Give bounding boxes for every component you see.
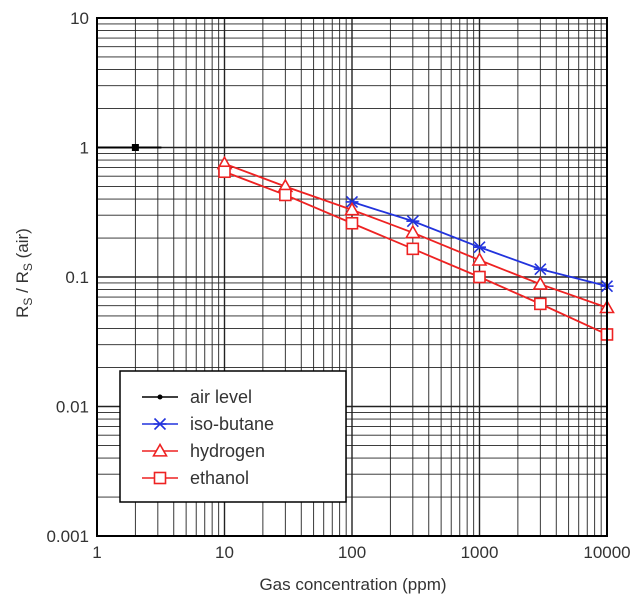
legend-label-air-level: air level [190, 387, 252, 407]
data-point-ethanol [345, 216, 359, 230]
y-axis-label-subscript: S [21, 263, 35, 271]
legend-item-hydrogen: hydrogen [142, 441, 265, 461]
x-tick-label: 1000 [461, 543, 499, 562]
series-air-level [97, 144, 162, 151]
legend-marker-iso-butane [153, 417, 167, 431]
data-point-air-level [131, 144, 139, 151]
data-point-iso-butane [406, 215, 420, 228]
legend-label-ethanol: ethanol [190, 468, 249, 488]
y-axis-label: RS / RS (air) [13, 228, 35, 318]
data-point-iso-butane [533, 263, 547, 276]
data-point-ethanol [473, 270, 486, 284]
legend-marker-hydrogen [152, 442, 168, 457]
series-hydrogen [216, 155, 615, 314]
series-layer [97, 144, 615, 341]
data-point-ethanol [218, 165, 231, 179]
legend-item-iso-butane: iso-butane [142, 414, 274, 434]
legend: air level iso-butane hydrogen ethanol [119, 370, 347, 503]
data-point-hydrogen [344, 201, 360, 216]
legend-marker-air-level [157, 394, 163, 400]
data-point-ethanol [279, 188, 292, 202]
y-axis-label-part: / R [13, 271, 32, 297]
x-tick-label: 1 [92, 543, 101, 562]
data-point-iso-butane [473, 241, 486, 254]
plot-frame [96, 17, 608, 537]
data-point-ethanol [534, 297, 547, 311]
y-axis-label-part: R [13, 306, 32, 318]
data-point-hydrogen [404, 224, 421, 239]
x-tick-label: 10000 [583, 543, 630, 562]
y-tick-label: 0.01 [56, 398, 89, 417]
legend-items: air level iso-butane hydrogen ethanol [142, 387, 274, 488]
y-tick-label: 10 [70, 9, 89, 28]
tick-labels: 1 10 100 1000 10000 0.001 0.01 0.1 1 10 [46, 9, 630, 562]
y-axis-label-subscript: S [21, 298, 35, 306]
y-axis-label-part: (air) [13, 228, 32, 263]
x-axis-label: Gas concentration (ppm) [259, 575, 446, 594]
y-tick-label: 1 [80, 139, 89, 158]
legend-item-ethanol: ethanol [142, 468, 249, 488]
legend-label-hydrogen: hydrogen [190, 441, 265, 461]
legend-label-iso-butane: iso-butane [190, 414, 274, 434]
x-tick-label: 100 [338, 543, 366, 562]
legend-item-air-level: air level [142, 387, 252, 407]
data-point-hydrogen [471, 252, 488, 266]
legend-marker-ethanol [153, 471, 167, 485]
data-point-ethanol [406, 242, 420, 256]
y-tick-label: 0.001 [46, 527, 89, 546]
series-ethanol [218, 165, 614, 341]
x-tick-label: 10 [215, 543, 234, 562]
data-point-hydrogen [532, 276, 549, 290]
y-tick-label: 0.1 [65, 268, 89, 287]
